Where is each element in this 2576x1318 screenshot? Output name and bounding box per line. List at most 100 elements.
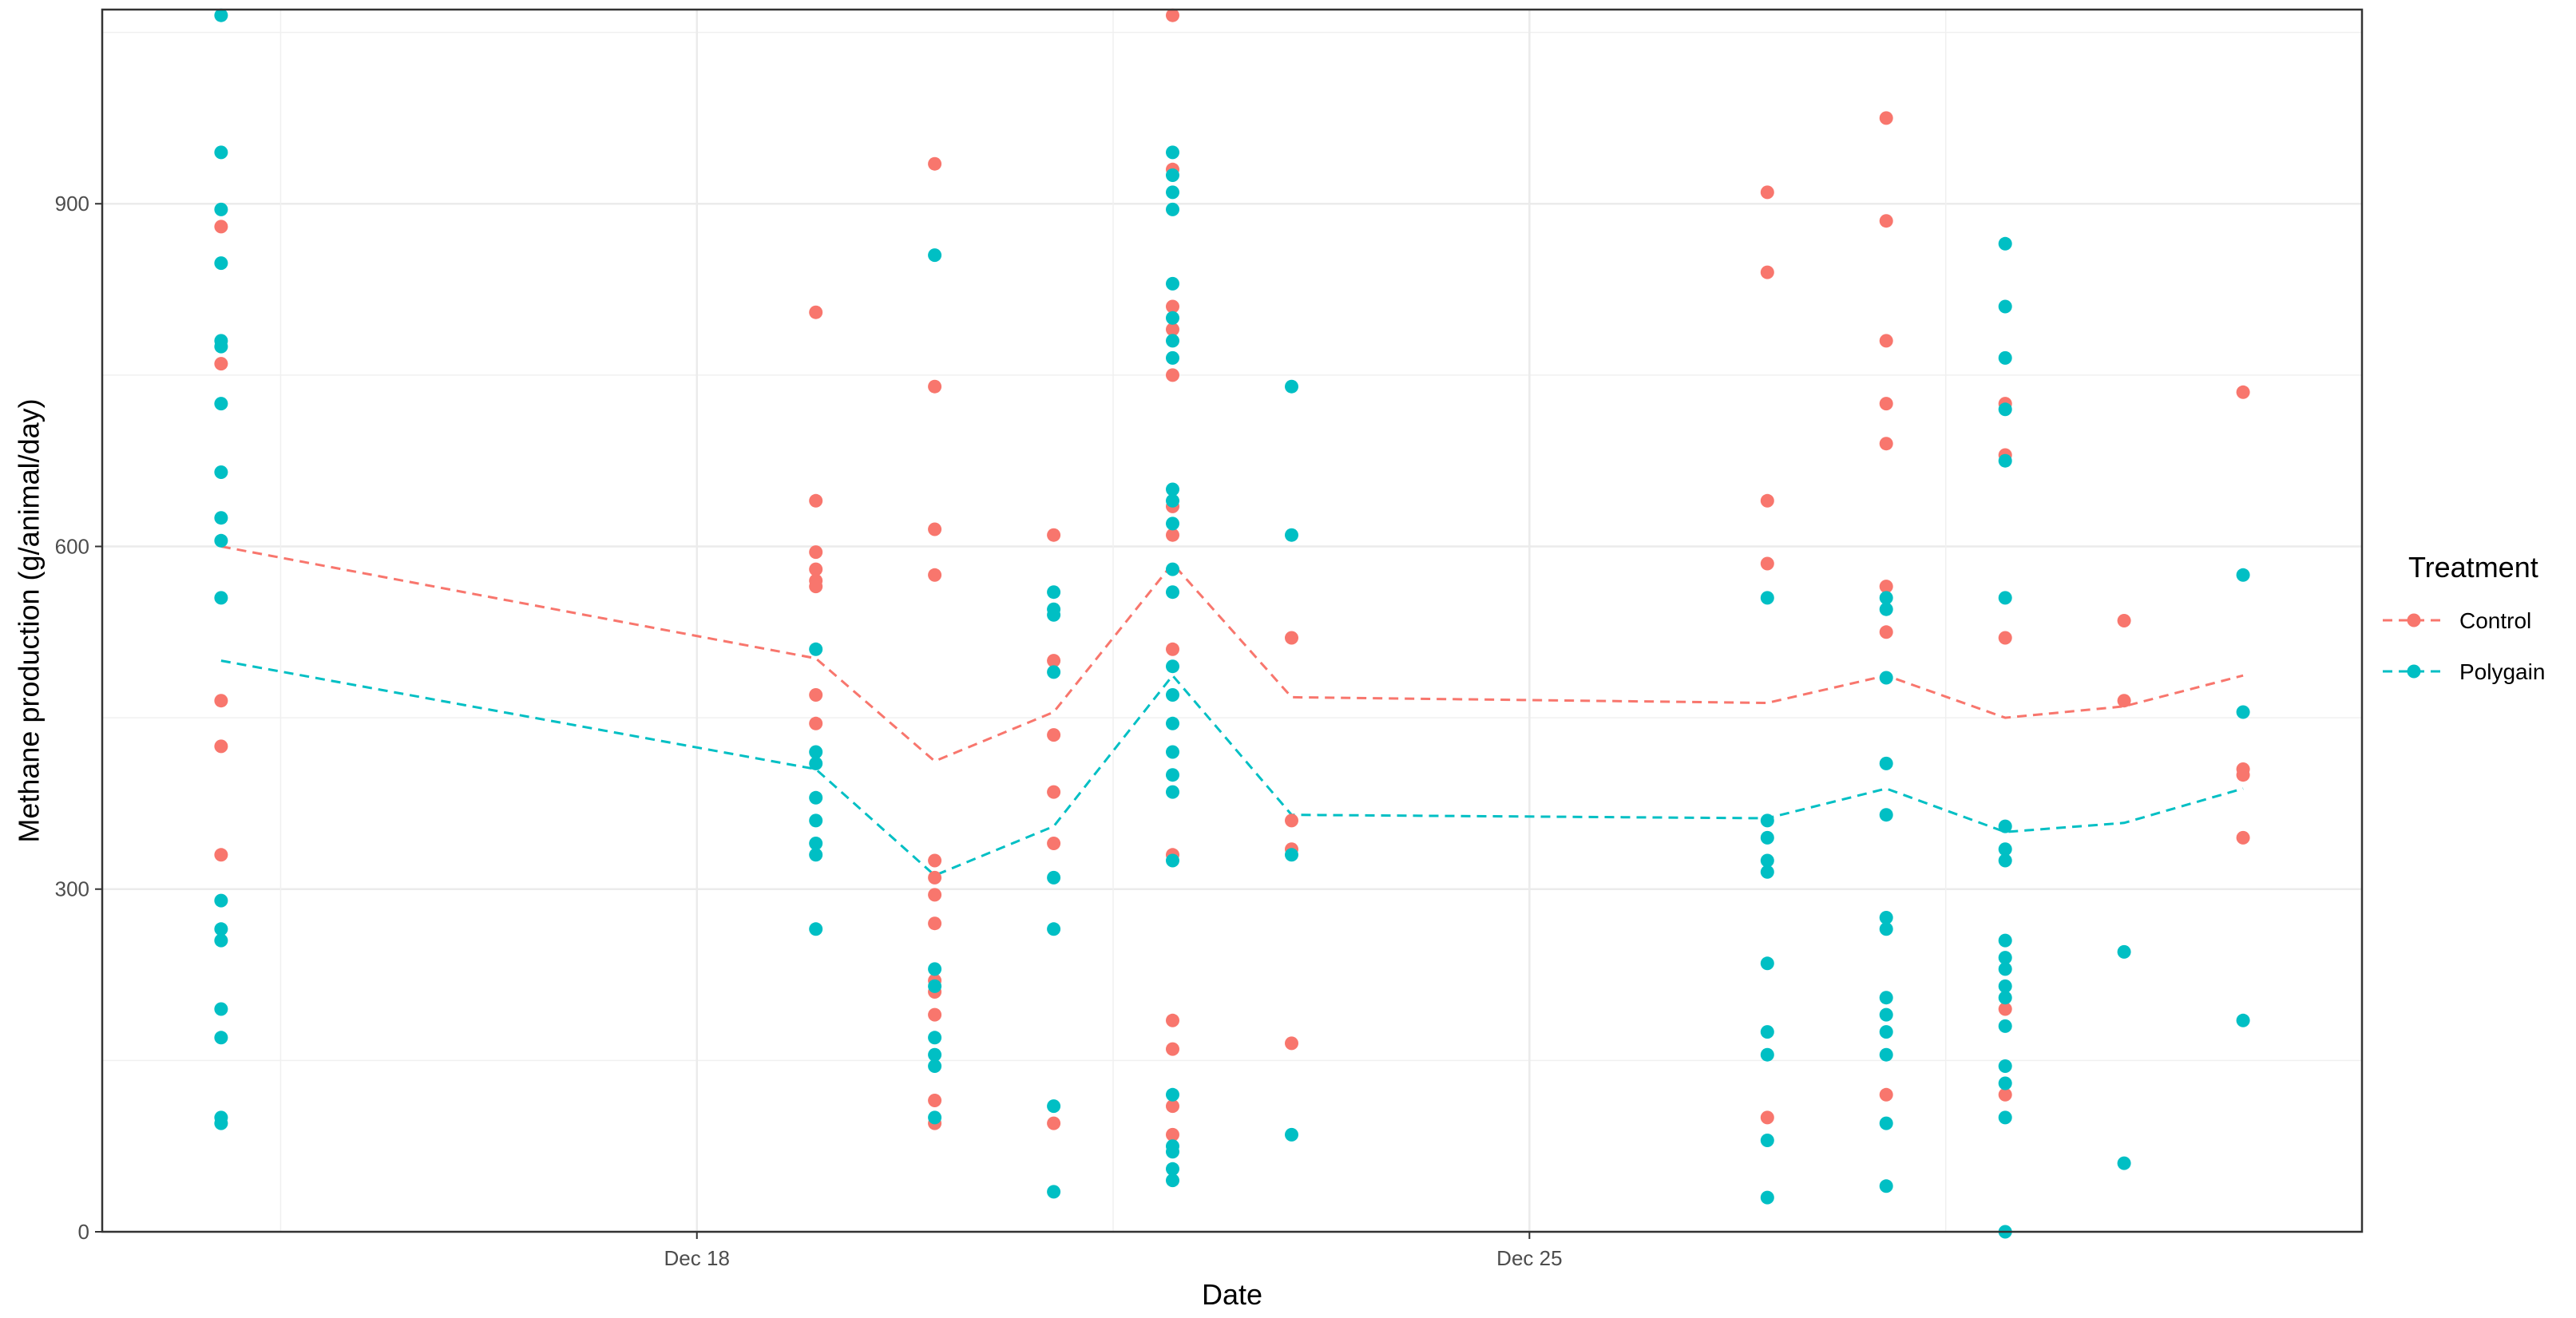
control-point [2236, 768, 2250, 782]
control-point [1879, 111, 1893, 125]
polygain-point [1166, 276, 1179, 291]
polygain-point [2117, 944, 2131, 959]
control-point [1047, 785, 1061, 799]
control-point [1047, 728, 1061, 742]
control-point [928, 379, 942, 394]
polygain-point [1998, 819, 2012, 833]
control-point [1166, 1013, 1179, 1027]
control-point [1166, 1042, 1179, 1056]
control-point [1879, 334, 1893, 348]
polygain-point [1047, 665, 1061, 679]
polygain-point [1879, 922, 1893, 936]
polygain-point [1166, 350, 1179, 365]
polygain-point [2117, 1156, 2131, 1170]
polygain-point [1998, 591, 2012, 605]
polygain-point [1879, 911, 1893, 924]
control-point [1166, 8, 1179, 22]
polygain-point [214, 893, 228, 908]
y-tick-label: 600 [55, 534, 89, 558]
control-point [809, 716, 823, 730]
control-point [928, 522, 942, 536]
polygain-point [928, 1031, 942, 1045]
polygain-point [214, 465, 228, 479]
polygain-point [1760, 1025, 1774, 1039]
plot-panel-border [101, 8, 2364, 1233]
polygain-point [1285, 848, 1298, 862]
polygain-point [809, 848, 823, 862]
control-point [1760, 493, 1774, 508]
control-point [1879, 1087, 1893, 1102]
polygain-point [1998, 402, 2012, 417]
control-point [1879, 625, 1893, 639]
polygain-point [1998, 236, 2012, 251]
polygain-point [1166, 517, 1179, 531]
polygain-point [1166, 1162, 1179, 1176]
control-point [928, 916, 942, 931]
polygain-legend-point [2407, 664, 2421, 679]
polygain-point [214, 397, 228, 411]
polygain-point [1879, 602, 1893, 616]
control-point [214, 220, 228, 234]
polygain-point [1166, 1087, 1179, 1102]
polygain-point [1760, 830, 1774, 845]
control-point [1047, 528, 1061, 542]
x-tick-label: Dec 25 [1496, 1246, 1562, 1270]
polygain-point [1760, 591, 1774, 605]
control-point [928, 568, 942, 582]
polygain-point [1998, 299, 2012, 314]
y-tick-label: 900 [55, 192, 89, 216]
polygain-point [1166, 585, 1179, 600]
polygain-point [1047, 608, 1061, 622]
control-point [928, 156, 942, 171]
control-point [214, 739, 228, 754]
polygain-point [214, 256, 228, 271]
polygain-point [1998, 842, 2012, 857]
polygain-point [1879, 756, 1893, 770]
polygain-point [214, 511, 228, 525]
control-point [809, 688, 823, 702]
polygain-point [214, 1031, 228, 1045]
control-point [1166, 323, 1179, 337]
polygain-point [1998, 1110, 2012, 1125]
polygain-point [214, 339, 228, 354]
polygain-point [1879, 991, 1893, 1005]
control-mean-line [220, 545, 2244, 763]
polygain-point [1285, 1127, 1298, 1142]
polygain-point [1166, 1145, 1179, 1159]
polygain-point [1998, 962, 2012, 976]
data-points [214, 8, 2250, 1239]
control-point [1166, 1099, 1179, 1114]
polygain-point [1998, 350, 2012, 365]
control-point [809, 562, 823, 576]
control-point [1879, 580, 1893, 594]
control-point [928, 853, 942, 868]
control-point [1879, 397, 1893, 411]
polygain-point [1047, 922, 1061, 936]
polygain-point [928, 248, 942, 263]
polygain-point [809, 745, 823, 759]
polygain-point [809, 922, 823, 936]
polygain-point [1285, 528, 1298, 542]
polygain-point [214, 533, 228, 548]
polygain-point [809, 837, 823, 850]
control-point [2117, 694, 2131, 708]
polygain-point [1166, 482, 1179, 497]
polygain-point [928, 979, 942, 993]
control-point [1166, 368, 1179, 382]
polygain-point [1879, 1047, 1893, 1062]
control-point [1879, 214, 1893, 228]
polygain-point [1998, 1076, 2012, 1090]
polygain-point [1166, 853, 1179, 868]
polygain-point [1166, 1174, 1179, 1188]
control-point [1760, 265, 1774, 279]
polygain-point [928, 1059, 942, 1073]
y-axis-title: Methane production (g/animal/day) [13, 398, 46, 842]
polygain-point [1879, 671, 1893, 685]
polygain-point [1760, 865, 1774, 879]
control-point [214, 848, 228, 862]
polygain-point [928, 1110, 942, 1125]
control-point [214, 357, 228, 371]
polygain-point [1760, 1190, 1774, 1205]
polygain-point [1998, 1059, 2012, 1073]
polygain-point [928, 1047, 942, 1062]
